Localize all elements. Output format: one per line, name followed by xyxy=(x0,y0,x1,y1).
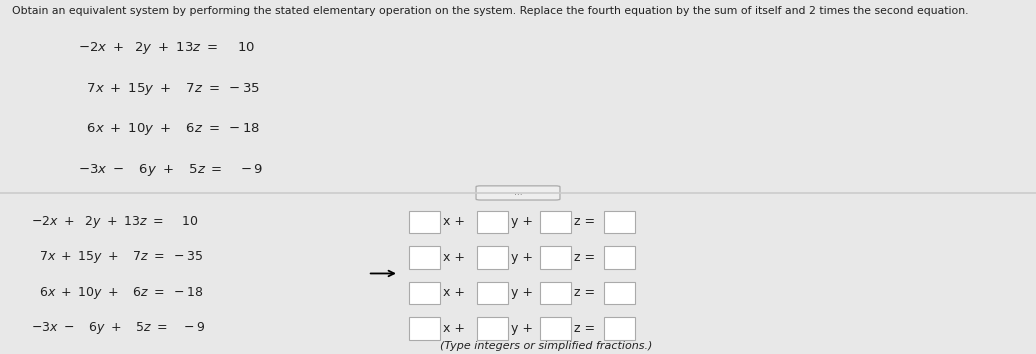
Text: z =: z = xyxy=(574,286,595,299)
FancyBboxPatch shape xyxy=(477,281,508,304)
Text: x +: x + xyxy=(443,251,465,264)
Text: ...: ... xyxy=(514,188,522,198)
Text: (Type integers or simplified fractions.): (Type integers or simplified fractions.) xyxy=(440,341,653,351)
FancyBboxPatch shape xyxy=(477,317,508,339)
Text: $-2x\ +\ \ 2y\ +\ 13z\ =\ \ \ \ 10$: $-2x\ +\ \ 2y\ +\ 13z\ =\ \ \ \ 10$ xyxy=(31,214,199,230)
FancyBboxPatch shape xyxy=(409,211,440,233)
FancyBboxPatch shape xyxy=(409,246,440,269)
FancyBboxPatch shape xyxy=(604,317,635,339)
Text: $-3x\ -\ \ \ 6y\ +\ \ \ 5z\ =\ \ \ -9$: $-3x\ -\ \ \ 6y\ +\ \ \ 5z\ =\ \ \ -9$ xyxy=(31,320,206,336)
Text: y +: y + xyxy=(511,286,533,299)
Text: $\ \ 7x\ +\ 15y\ +\ \ \ 7z\ =\ -35$: $\ \ 7x\ +\ 15y\ +\ \ \ 7z\ =\ -35$ xyxy=(31,249,203,266)
Text: y +: y + xyxy=(511,251,533,264)
Text: z =: z = xyxy=(574,251,595,264)
Text: z =: z = xyxy=(574,322,595,335)
Text: Obtain an equivalent system by performing the stated elementary operation on the: Obtain an equivalent system by performin… xyxy=(12,6,969,16)
Text: $-3x\ -\ \ \ 6y\ +\ \ \ 5z\ =\ \ \ -9$: $-3x\ -\ \ \ 6y\ +\ \ \ 5z\ =\ \ \ -9$ xyxy=(78,162,263,178)
FancyBboxPatch shape xyxy=(540,281,571,304)
FancyBboxPatch shape xyxy=(409,281,440,304)
Text: $\ \ 6x\ +\ 10y\ +\ \ \ 6z\ =\ -18$: $\ \ 6x\ +\ 10y\ +\ \ \ 6z\ =\ -18$ xyxy=(78,121,260,137)
Text: y +: y + xyxy=(511,216,533,228)
FancyBboxPatch shape xyxy=(604,211,635,233)
Text: y +: y + xyxy=(511,322,533,335)
Text: $-2x\ +\ \ 2y\ +\ 13z\ =\ \ \ \ 10$: $-2x\ +\ \ 2y\ +\ 13z\ =\ \ \ \ 10$ xyxy=(78,40,255,56)
FancyBboxPatch shape xyxy=(476,186,559,200)
FancyBboxPatch shape xyxy=(477,246,508,269)
FancyBboxPatch shape xyxy=(604,281,635,304)
FancyBboxPatch shape xyxy=(477,211,508,233)
Text: x +: x + xyxy=(443,216,465,228)
Text: x +: x + xyxy=(443,322,465,335)
FancyBboxPatch shape xyxy=(540,317,571,339)
Text: z =: z = xyxy=(574,216,595,228)
Text: $\ \ 6x\ +\ 10y\ +\ \ \ 6z\ =\ -18$: $\ \ 6x\ +\ 10y\ +\ \ \ 6z\ =\ -18$ xyxy=(31,285,203,301)
FancyBboxPatch shape xyxy=(409,317,440,339)
FancyBboxPatch shape xyxy=(604,246,635,269)
Text: x +: x + xyxy=(443,286,465,299)
FancyBboxPatch shape xyxy=(540,246,571,269)
FancyBboxPatch shape xyxy=(540,211,571,233)
Text: $\ \ 7x\ +\ 15y\ +\ \ \ 7z\ =\ -35$: $\ \ 7x\ +\ 15y\ +\ \ \ 7z\ =\ -35$ xyxy=(78,81,260,97)
